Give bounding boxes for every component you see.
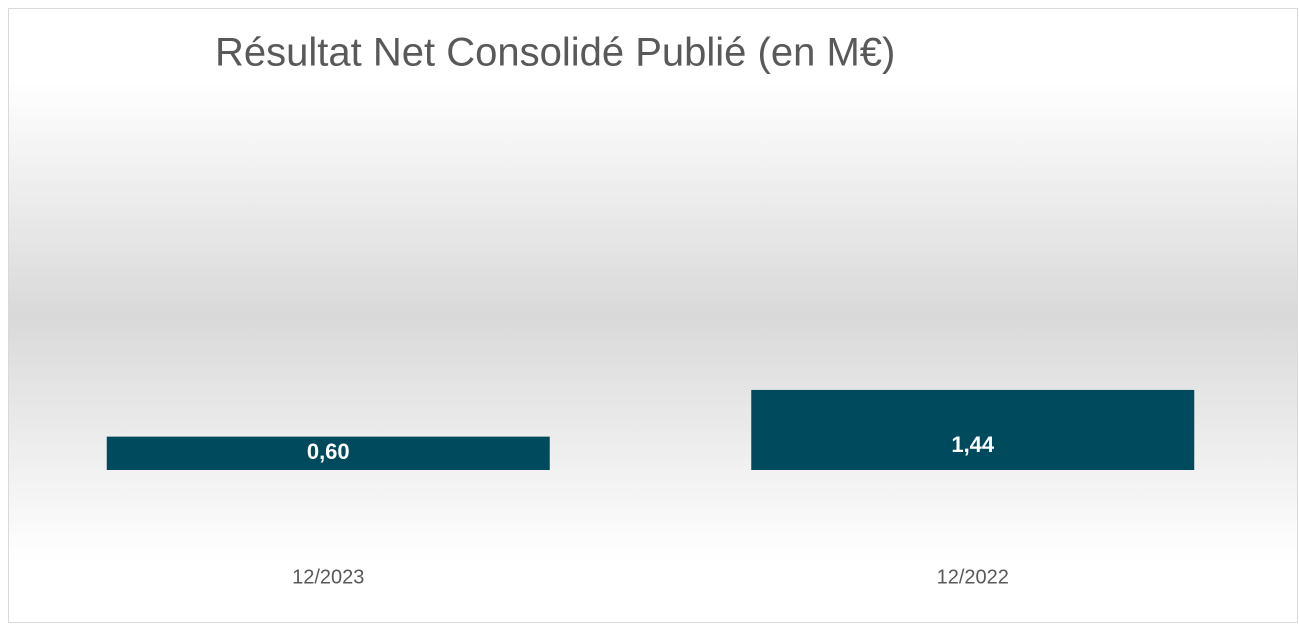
chart-title: Résultat Net Consolidé Publié (en M€) — [215, 31, 895, 75]
x-tick-label: 12/2022 — [937, 566, 1009, 588]
chart-area — [8, 8, 1298, 623]
bar — [106, 436, 550, 470]
data-label: 1,44 — [951, 432, 995, 457]
data-label: 0,60 — [307, 439, 350, 464]
x-tick-label: 12/2023 — [292, 566, 364, 588]
bar — [751, 389, 1195, 470]
